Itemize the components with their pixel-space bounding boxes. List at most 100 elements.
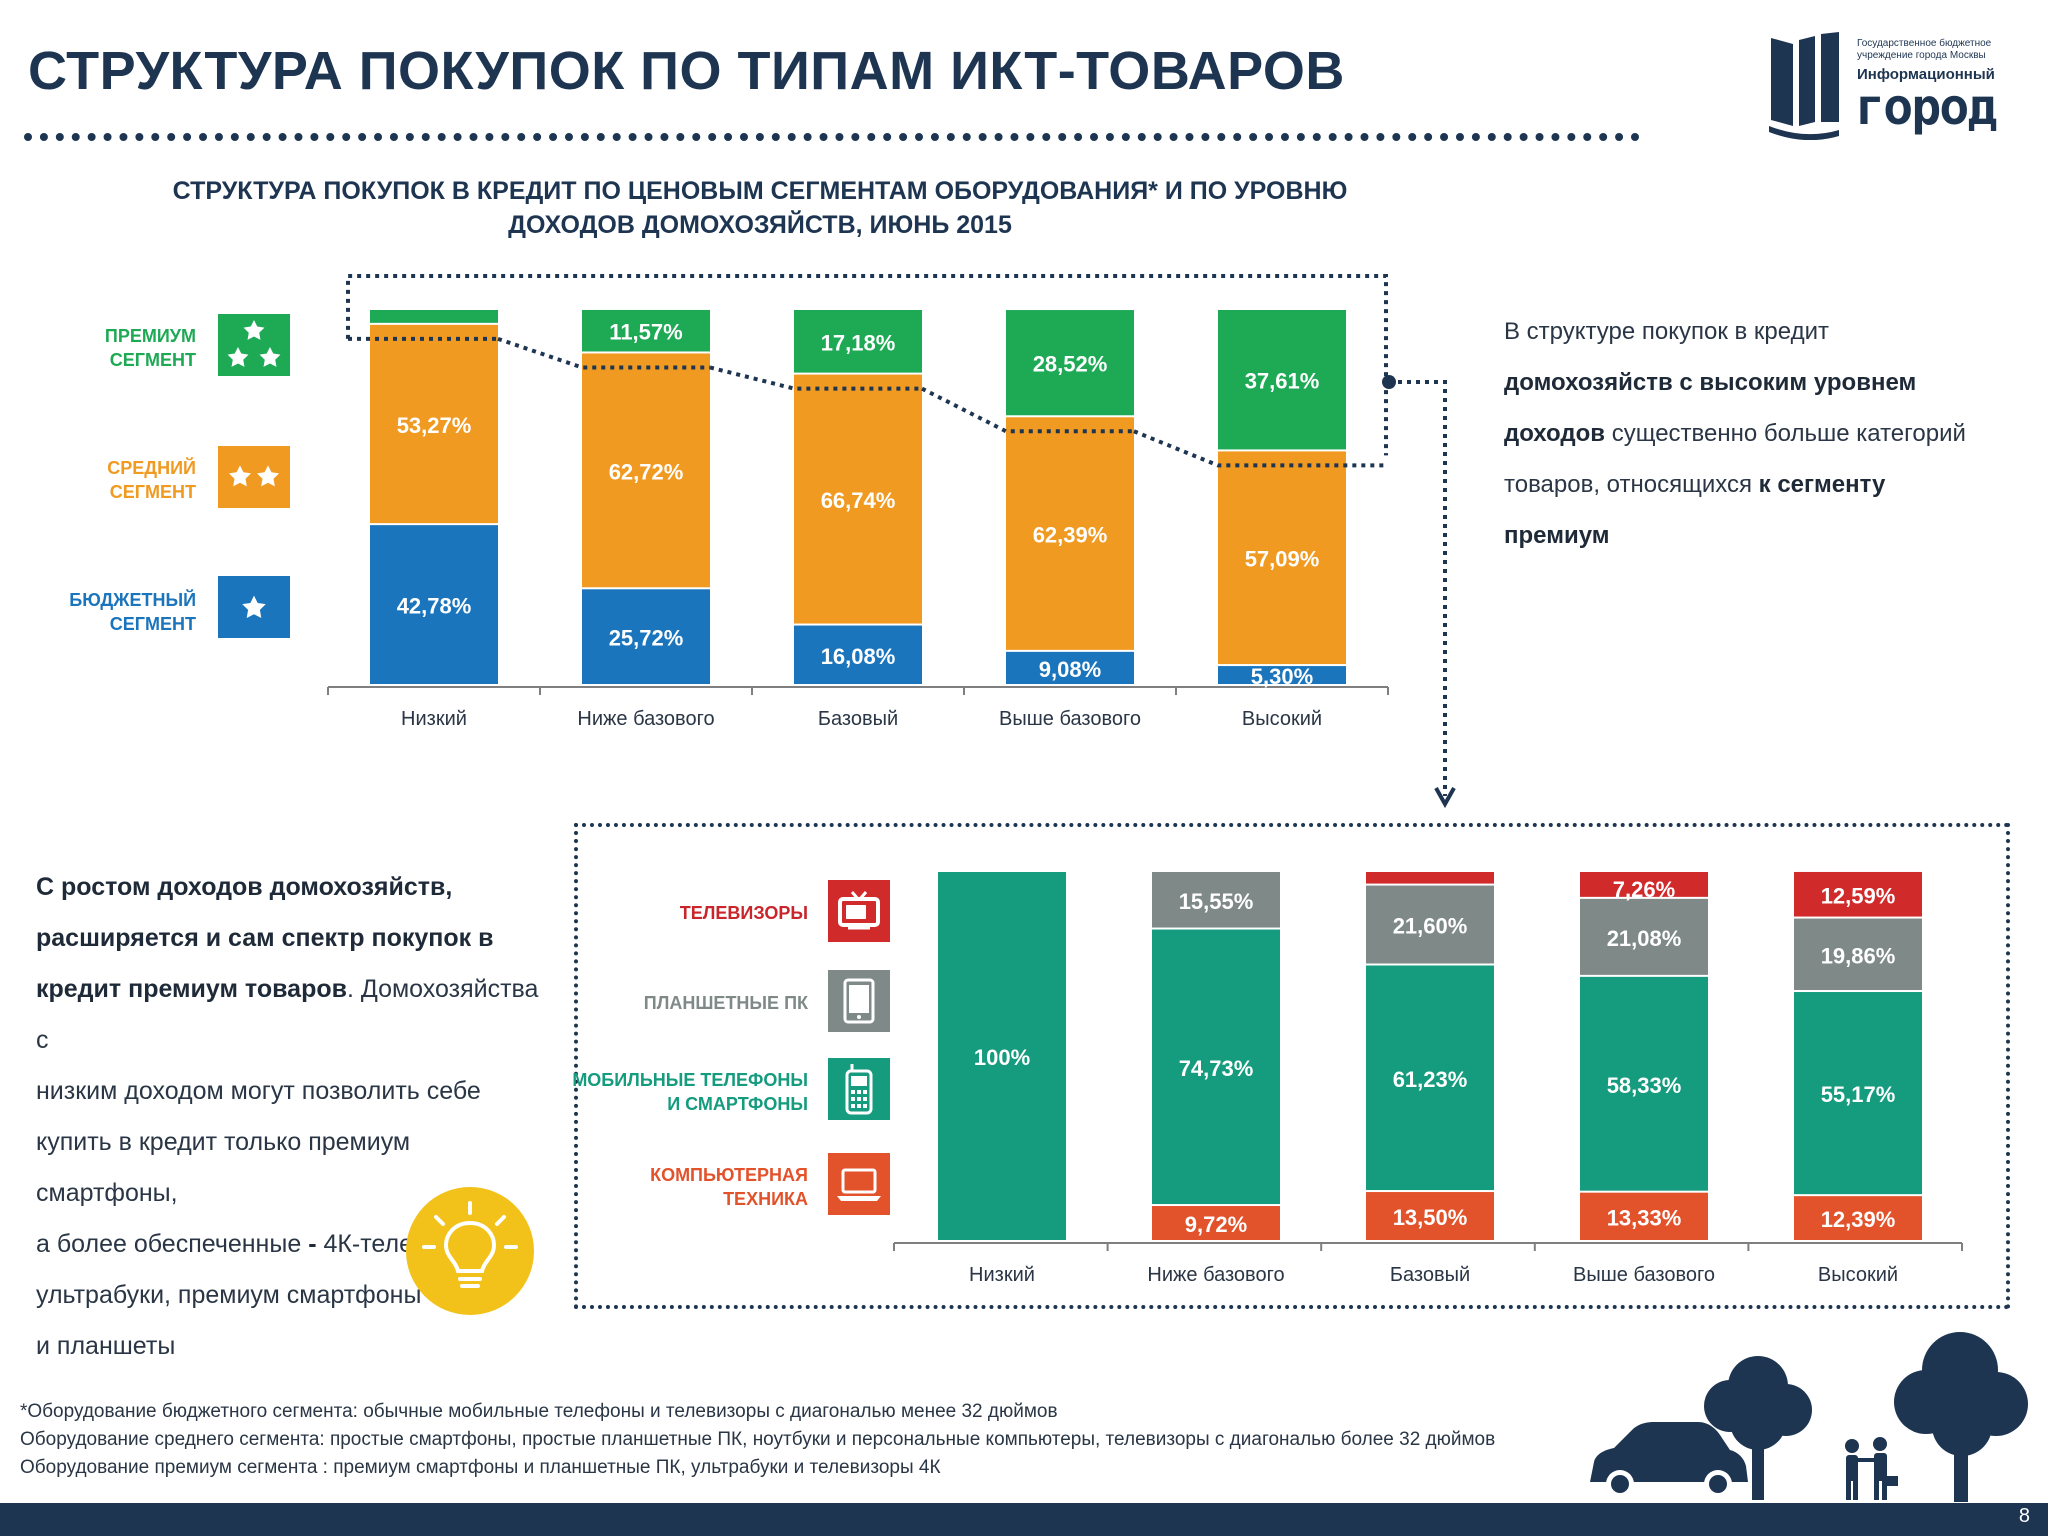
chart-2-bar-base-computer [1366, 1192, 1494, 1240]
chart-2-label-high-tv: 12,59% [1821, 883, 1896, 908]
chart-1-bar-below-base-budget [582, 589, 710, 684]
premium-trend-line [348, 336, 1386, 468]
chart-1-label-high-premium: 37,61% [1245, 369, 1320, 394]
left-text-p3: купить в кредит только премиум смартфоны… [36, 1128, 411, 1207]
legend-computer-swatch [828, 1153, 890, 1215]
left-text-p4: а более обеспеченные [36, 1230, 309, 1258]
tablet-icon [843, 978, 875, 1024]
legend-mobile-line-2: И СМАРТФОНЫ [667, 1094, 808, 1114]
chart-1-bar-base-middle [794, 374, 922, 624]
chart-1-bar-low-budget [370, 525, 498, 684]
chart-2-bar-below-base-computer [1152, 1206, 1280, 1240]
three-stars-icon [227, 320, 281, 367]
chart-2-bar-base-mobile [1366, 965, 1494, 1191]
chart-2-label-above-base-tablets: 21,08% [1607, 926, 1682, 951]
chart-2-label-above-base-mobile: 58,33% [1607, 1073, 1682, 1098]
legend-computer-label: КОМПЬЮТЕРНАЯ ТЕХНИКА [560, 1163, 808, 1211]
legend-middle-line-1: СРЕДНИЙ [107, 458, 196, 478]
chart-2-label-base-computer: 13,50% [1393, 1205, 1468, 1230]
chart-1-label-above-base-budget: 9,08% [1039, 657, 1101, 682]
chart-2-label-high-tablets: 19,86% [1821, 943, 1896, 968]
chart-2-bar-low-mobile [938, 872, 1066, 1240]
footnote-2: Оборудование среднего сегмента: простые … [20, 1429, 1496, 1450]
chart-2-bar-high-computer [1794, 1196, 1922, 1240]
logo-line-2: учреждение города Москвы [1857, 50, 1986, 61]
lightbulb-badge [406, 1187, 534, 1315]
chart-1-label-above-base-premium: 28,52% [1033, 352, 1108, 377]
chart-1-category-label: Высокий [1242, 708, 1322, 730]
right-text-b1: домохозяйств с высоким уровнем [1504, 369, 1917, 396]
legend-middle-swatch [218, 446, 290, 508]
chart-1-label-low-budget: 42,78% [397, 594, 472, 619]
chart-2-bar-above-base-mobile [1580, 976, 1708, 1191]
legend-tv-label: ТЕЛЕВИЗОРЫ [679, 903, 808, 923]
chart-1: 42,78% 53,27% 3,95% Низкий 25,72% 62,72% 11,57… [327, 274, 1389, 730]
chart-2-label-above-base-tv: 7,26% [1613, 877, 1675, 902]
chart-2-bar-base-tv [1366, 872, 1494, 884]
right-text-b2: доходов [1504, 420, 1606, 447]
chart-2-bar-high-tv [1794, 871, 1922, 917]
legend-computer-line-2: ТЕХНИКА [723, 1189, 808, 1209]
chart-2-label-below-base-mobile: 74,73% [1179, 1056, 1254, 1081]
chart-1-label-below-base-premium: 11,57% [609, 320, 682, 345]
left-text-p6: ультрабуки, премиум смартфоны [36, 1281, 422, 1309]
chart-1-bar-low-middle [370, 324, 498, 524]
premium-trend-frame [346, 274, 1388, 456]
legend-premium-swatch [218, 314, 290, 376]
chart-1-bar-above-base-budget [1006, 651, 1134, 684]
chart-2-label-low-mobile: 100% [974, 1045, 1030, 1070]
chart-2-frame [574, 823, 2010, 1309]
legend-mobile-label: МОБИЛЬНЫЕ ТЕЛЕФОНЫ И СМАРТФОНЫ [560, 1068, 808, 1116]
chart-2-label-above-base-computer: 13,33% [1607, 1205, 1682, 1230]
chart-2-label-below-base-tablets: 15,55% [1179, 889, 1254, 914]
legend-premium-line-1: ПРЕМИУМ [104, 326, 196, 346]
logo-line-4: город [1855, 78, 1998, 136]
insight-text-right: В структуре покупок в кредит домохозяйст… [1504, 306, 1984, 561]
book-icon [1769, 32, 1839, 141]
logo-line-1: Государственное бюджетное [1857, 38, 1992, 49]
chart-2-label-below-base-computer: 9,72% [1185, 1212, 1247, 1237]
chart-2-category-label: Высокий [1818, 1264, 1898, 1286]
chart-2-bar-above-base-tv [1580, 872, 1708, 897]
tv-icon [838, 891, 880, 930]
right-text-p1: В структуре покупок в кредит [1504, 318, 1829, 345]
left-text-b2: расширяется и сам спектр покупок в [36, 924, 494, 952]
chart-1-label-high-middle: 57,09% [1245, 547, 1320, 572]
page-number: 8 [2018, 1505, 2030, 1527]
chart-1-label-base-premium: 17,18% [821, 330, 896, 355]
chart-1-category-label: Низкий [401, 708, 467, 730]
page-title: СТРУКТУРА ПОКУПОК ПО ТИПАМ ИКТ-ТОВАРОВ [28, 41, 1345, 101]
chart-1-bar-high-budget [1218, 666, 1346, 684]
left-text-b4: - [308, 1230, 317, 1258]
legend-budget-swatch [218, 576, 290, 638]
left-text-p2: низким доходом могут позволить себе [36, 1077, 481, 1105]
legend-computer-line-1: КОМПЬЮТЕРНАЯ [650, 1165, 808, 1185]
chart-2-bar-base-tablets [1366, 885, 1494, 964]
chart-2-category-label: Базовый [1390, 1264, 1470, 1286]
chart-2-label-base-tablets: 21,60% [1393, 914, 1468, 939]
chart-2-bar-high-tablets [1794, 918, 1922, 991]
chart-2-label-base-tv: 3,67% [1399, 846, 1461, 871]
chart-2-label-high-mobile: 55,17% [1821, 1082, 1896, 1107]
lightbulb-icon [422, 1201, 518, 1288]
chart-2-category-label: Ниже базового [1147, 1264, 1284, 1286]
chart-2-bar-above-base-computer [1580, 1192, 1708, 1240]
chart-1-title: СТРУКТУРА ПОКУПОК В КРЕДИТ ПО ЦЕНОВЫМ СЕ… [160, 174, 1360, 242]
laptop-icon [837, 1168, 881, 1201]
chart-1-bar-base-premium [794, 310, 922, 373]
footnotes: *Оборудование бюджетного сегмента: обычн… [20, 1398, 1495, 1482]
chart-1-category-label: Выше базового [999, 708, 1141, 730]
left-text-b1: С ростом доходов домохозяйств, [36, 873, 453, 901]
right-text-b4: премиум [1504, 522, 1610, 549]
legend-middle-label: СРЕДНИЙ СЕГМЕНТ [60, 456, 196, 504]
legend-tv-swatch [828, 880, 890, 942]
chart-1-label-low-middle: 53,27% [397, 413, 472, 438]
chart-2: 100% Низкий 9,72% 74,73% 15,55% Ниже базового… [893, 846, 1963, 1286]
chart-2-label-base-mobile: 61,23% [1393, 1067, 1468, 1092]
legend-premium-line-2: СЕГМЕНТ [109, 350, 196, 370]
chart-1-bar-below-base-premium [582, 309, 710, 352]
chart-2-category-label: Низкий [969, 1264, 1035, 1286]
chart-2-bar-above-base-tablets [1580, 898, 1708, 975]
footnote-3: Оборудование премиум сегмента : премиум … [20, 1457, 941, 1478]
chart-1-label-high-budget: 5,30% [1251, 664, 1313, 689]
